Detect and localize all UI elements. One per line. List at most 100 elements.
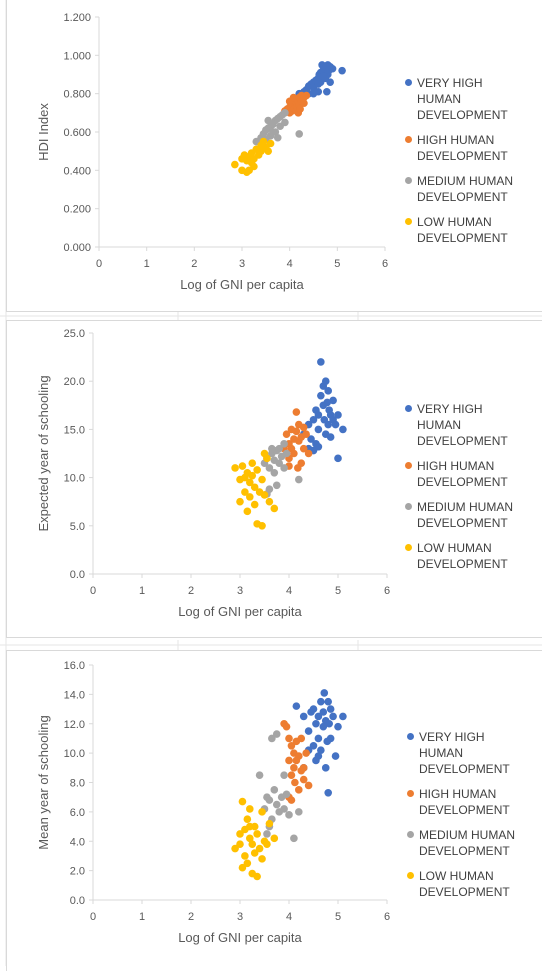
data-point-low: [259, 137, 268, 146]
data-point-high: [285, 734, 293, 743]
data-point-very-high: [321, 377, 330, 385]
data-point-very-high: [304, 727, 313, 735]
data-point-low: [238, 155, 246, 163]
x-tick-label: 6: [384, 911, 390, 923]
legend-item-medium[interactable]: MEDIUM HUMAN DEVELOPMENT: [407, 827, 531, 859]
data-point-medium: [272, 481, 281, 490]
data-point-very-high: [324, 420, 333, 429]
data-point-very-high: [328, 64, 337, 73]
x-tick-label: 2: [188, 911, 194, 923]
legend-label: HIGH HUMAN DEVELOPMENT: [419, 787, 510, 817]
data-point-low: [248, 459, 257, 467]
data-point-low: [258, 522, 266, 530]
data-point-low: [248, 840, 257, 848]
y-tick-label: 14.0: [64, 689, 85, 701]
data-point-medium: [270, 786, 279, 794]
data-point-high: [299, 444, 308, 453]
x-axis-title: Log of GNI per capita: [178, 604, 302, 619]
data-point-low: [270, 504, 279, 513]
data-point-high: [294, 464, 302, 472]
data-point-very-high: [326, 433, 335, 441]
y-tick-label: 25.0: [64, 328, 85, 340]
legend-item-very-high[interactable]: VERY HIGH HUMAN DEVELOPMENT: [405, 75, 529, 123]
data-point-medium: [273, 133, 282, 142]
hdi-index-chart[interactable]: 0.000 0.200 0.400 0.600 0.800 1.000 1.200 0 1 2 3 4…: [6, 0, 542, 312]
data-point-low: [255, 844, 264, 853]
data-point-low: [265, 819, 274, 828]
y-tick-label: 10.0: [64, 748, 85, 760]
data-point-low: [236, 497, 244, 506]
data-point-very-high: [307, 435, 315, 443]
legend-item-very-high[interactable]: VERY HIGH HUMAN DEVELOPMENT: [405, 401, 529, 449]
data-point-very-high: [326, 705, 335, 713]
data-point-medium: [275, 459, 284, 467]
x-tick-label: 1: [139, 911, 145, 923]
data-point-very-high: [323, 87, 331, 96]
data-point-low: [258, 855, 266, 863]
data-point-very-high: [314, 425, 323, 434]
legend-item-medium[interactable]: MEDIUM HUMAN DEVELOPMENT: [405, 499, 529, 531]
data-point-low: [243, 859, 252, 868]
data-point-high: [290, 449, 298, 458]
data-point-low: [265, 497, 274, 506]
data-point-medium: [272, 730, 281, 738]
data-point-low: [236, 840, 244, 848]
chart-legend: VERY HIGH HUMAN DEVELOPMENT HIGH HUMAN DE…: [405, 401, 529, 581]
data-point-very-high: [292, 702, 301, 710]
y-tick-label: 0.800: [63, 89, 91, 101]
legend-label: LOW HUMAN DEVELOPMENT: [417, 541, 508, 571]
x-tick-label: 0: [90, 585, 96, 597]
legend-marker: [405, 405, 412, 412]
legend-marker: [405, 136, 412, 143]
legend-item-high[interactable]: HIGH HUMAN DEVELOPMENT: [407, 786, 531, 818]
data-point-very-high: [309, 415, 318, 424]
legend-marker: [407, 733, 414, 740]
data-point-medium: [275, 444, 284, 453]
legend-item-high[interactable]: HIGH HUMAN DEVELOPMENT: [405, 458, 529, 490]
y-axis-title: Expected year of schooling: [36, 375, 51, 531]
expected-schooling-chart[interactable]: 0.0 5.0 10.0 15.0 20.0 25.0 0 1 2 3 4 5 6 Log of GNI …: [6, 320, 542, 638]
legend-marker: [405, 218, 412, 225]
data-point-very-high: [329, 712, 337, 721]
x-tick-label: 2: [191, 258, 197, 270]
data-point-medium: [295, 475, 303, 484]
data-point-very-high: [339, 425, 347, 434]
y-axis-title: Mean year of schooling: [36, 715, 51, 849]
data-point-high: [302, 91, 311, 100]
legend-item-low[interactable]: LOW HUMAN DEVELOPMENT: [405, 540, 529, 572]
data-point-low: [238, 797, 247, 806]
data-point-low: [253, 830, 261, 838]
data-point-very-high: [317, 391, 325, 400]
legend-item-low[interactable]: LOW HUMAN DEVELOPMENT: [405, 214, 529, 246]
data-point-low: [243, 507, 252, 516]
data-point-low: [231, 464, 239, 472]
y-tick-label: 0.200: [63, 204, 91, 216]
legend-marker: [405, 503, 412, 510]
data-point-high: [287, 796, 296, 804]
data-point-low: [238, 462, 247, 470]
y-tick-label: 0.000: [63, 242, 91, 254]
x-tick-label: 3: [237, 911, 243, 923]
data-point-low: [231, 160, 239, 169]
x-tick-label: 3: [237, 585, 243, 597]
x-tick-label: 0: [90, 911, 96, 923]
data-point-very-high: [309, 741, 318, 750]
data-point-very-high: [318, 61, 326, 69]
data-point-very-high: [314, 411, 323, 419]
legend-item-very-high[interactable]: VERY HIGH HUMAN DEVELOPMENT: [407, 729, 531, 777]
legend-item-medium[interactable]: MEDIUM HUMAN DEVELOPMENT: [405, 173, 529, 205]
data-point-very-high: [323, 737, 332, 746]
data-point-very-high: [319, 722, 328, 731]
data-point-high: [285, 756, 293, 765]
legend-item-low[interactable]: LOW HUMAN DEVELOPMENT: [407, 868, 531, 900]
legend-marker: [407, 872, 414, 879]
legend-item-high[interactable]: HIGH HUMAN DEVELOPMENT: [405, 132, 529, 164]
data-point-medium: [269, 128, 277, 136]
data-point-low: [250, 483, 259, 492]
mean-schooling-chart[interactable]: 0.0 2.0 4.0 6.0 8.0 10.0 12.0 14.0 16.0 0 1 2 3 4 5 6 Lo…: [6, 650, 542, 971]
x-tick-label: 5: [335, 585, 341, 597]
data-point-high: [282, 430, 291, 439]
legend-marker: [405, 462, 412, 469]
chart-svg: 0.000 0.200 0.400 0.600 0.800 1.000 1.200 0 1 2 3 4…: [36, 12, 388, 292]
chart-legend: VERY HIGH HUMAN DEVELOPMENT HIGH HUMAN DE…: [407, 729, 531, 909]
